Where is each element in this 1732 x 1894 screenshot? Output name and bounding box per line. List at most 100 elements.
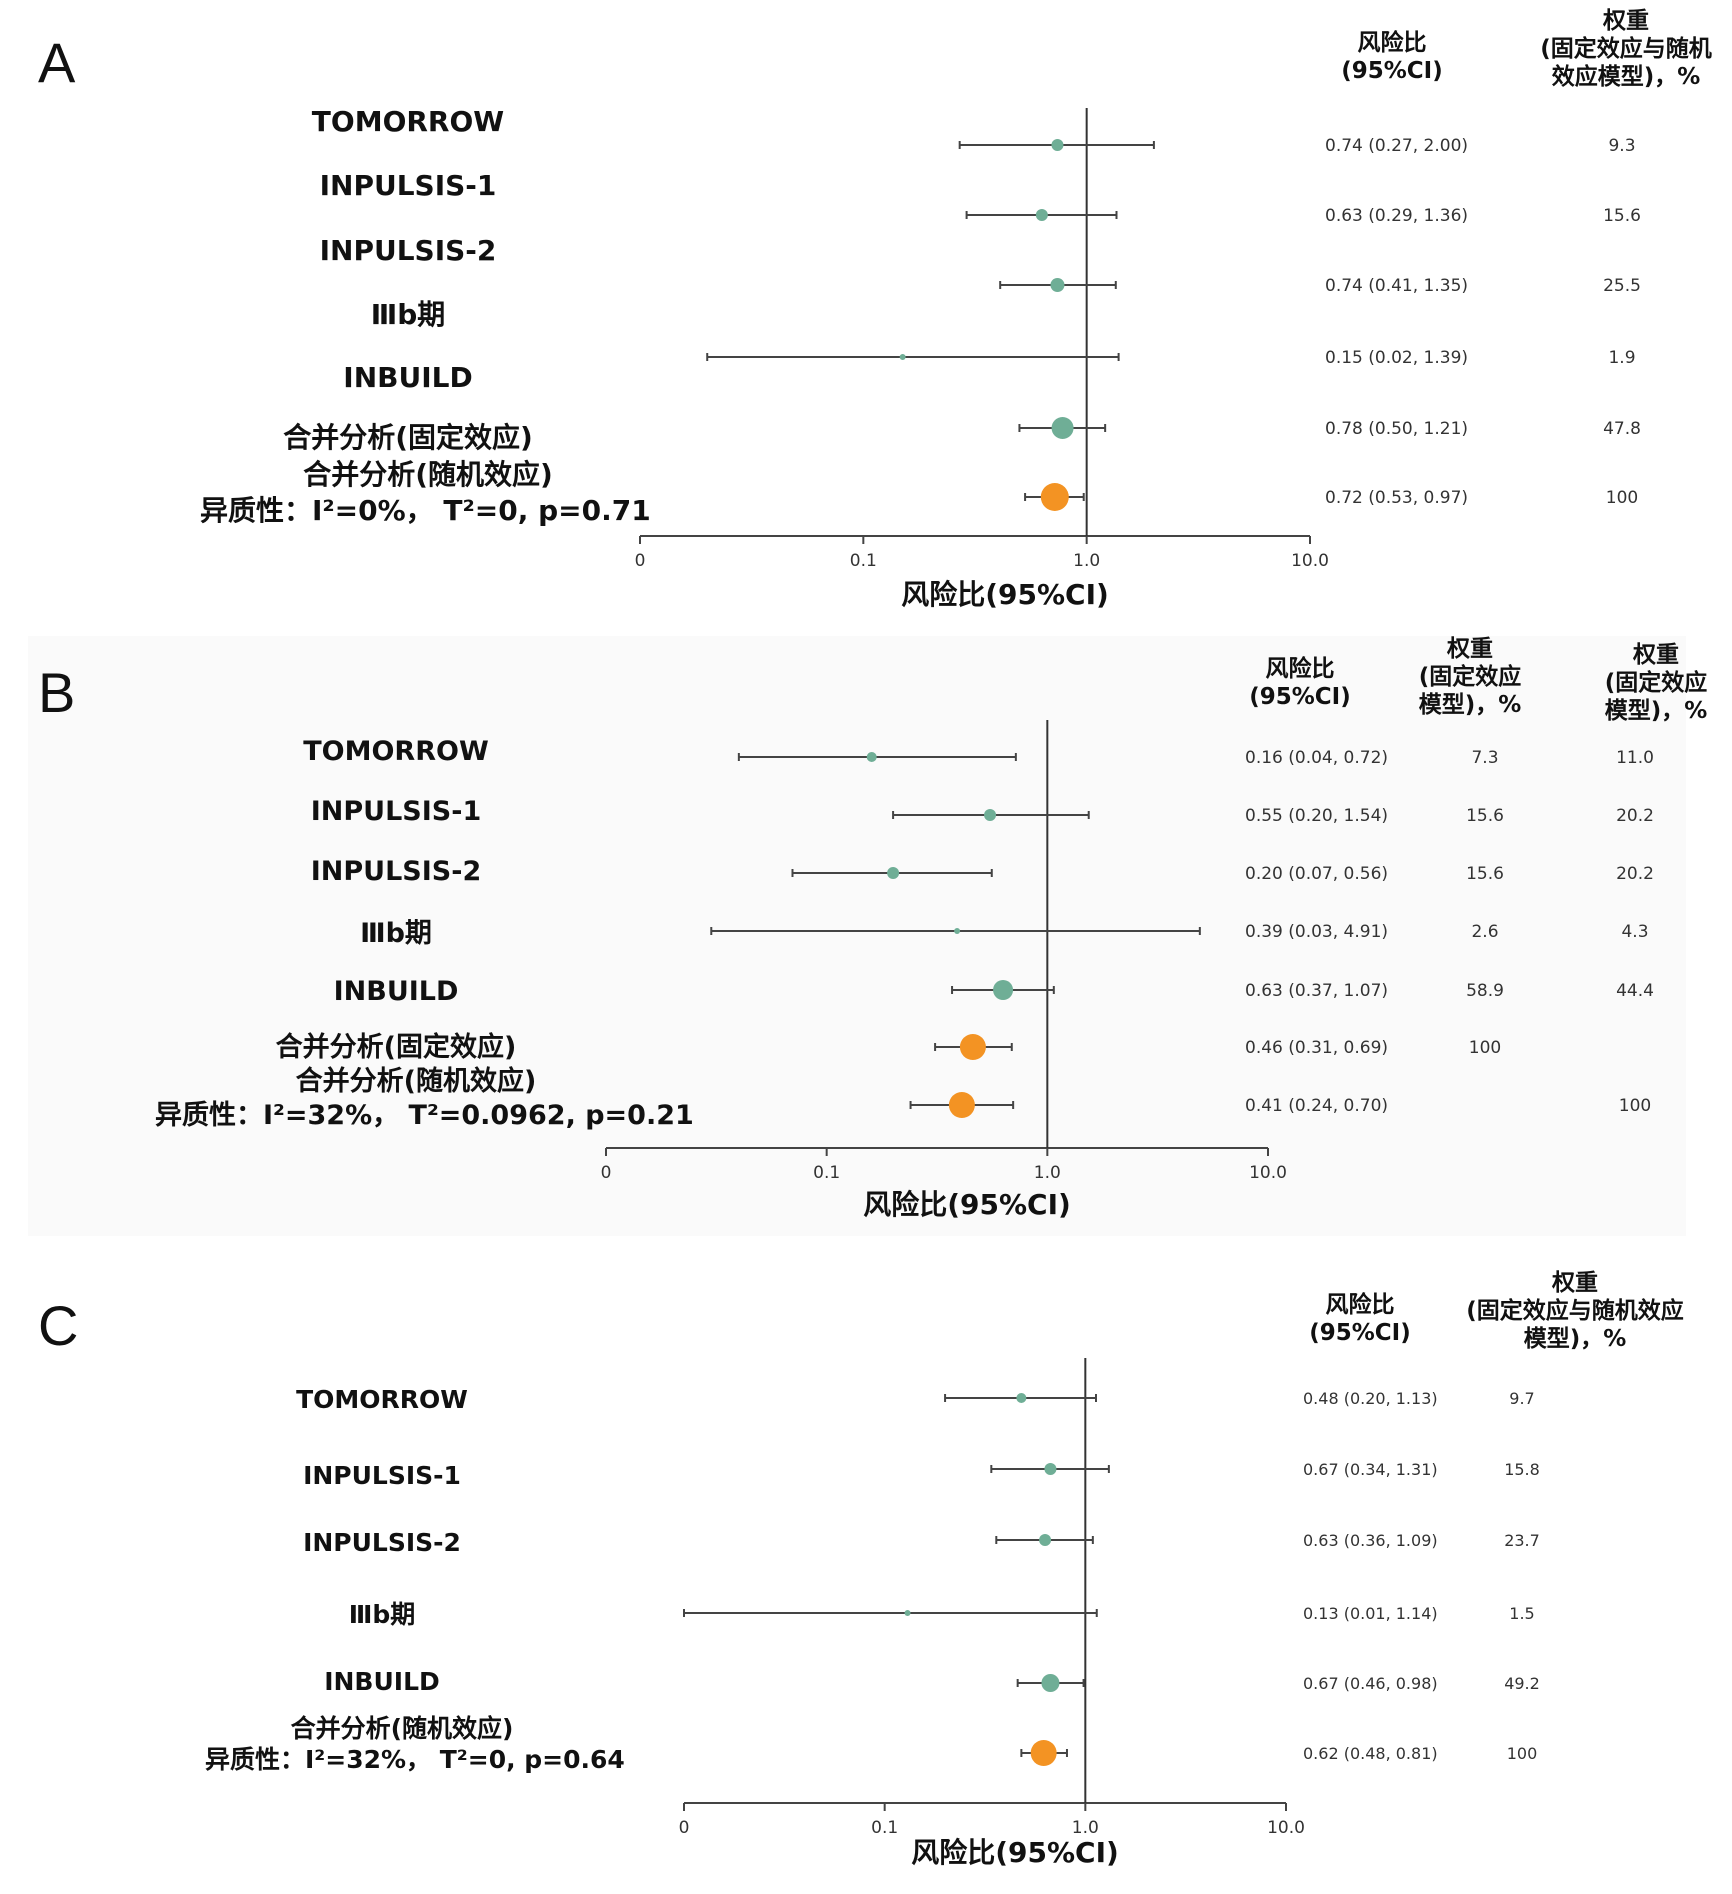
weight-value: 100 (1507, 1744, 1538, 1763)
panel-b-background (28, 636, 1686, 1236)
x-tick-label: 0 (635, 551, 646, 571)
column-header-line: (固定效应 (1605, 669, 1708, 696)
study-estimate-marker (1051, 139, 1064, 151)
column-header-line: 权重 (1632, 642, 1679, 668)
forest-row: INPULSIS-1 0.67 (0.34, 1.31) 15.8 (303, 1460, 1540, 1490)
x-tick-label: 1.0 (1072, 1818, 1099, 1838)
forest-row: TOMORROW 0.16 (0.04, 0.72) 7.3 11.0 (303, 736, 1654, 768)
study-estimate-marker (1035, 209, 1048, 221)
forest-panel-a: A0 0.1 1.0 10.0风险比(95%CI)风险比(95%CI)权重(固定效应与… (38, 8, 1712, 611)
forest-panel-b: B0 0.1 1.0 10.0风险比(95%CI)风险比(95%CI)权重(固定效应模… (38, 636, 1707, 1221)
forest-row: TOMORROW 0.48 (0.20, 1.13) 9.7 (296, 1385, 1535, 1414)
x-tick-label: 0 (679, 1818, 690, 1838)
study-estimate-marker (1051, 417, 1074, 439)
column-header-line: 权重 (1602, 8, 1649, 34)
column-header-line: 权重 (1551, 1270, 1598, 1296)
column-header-line: (固定效应 (1419, 663, 1522, 690)
hr-ci-value: 0.62 (0.48, 0.81) (1303, 1744, 1438, 1763)
weight-value: 9.7 (1509, 1389, 1534, 1408)
study-estimate-marker (899, 354, 906, 360)
forest-row: INBUILD 0.63 (0.37, 1.07) 58.9 44.4 (334, 976, 1654, 1007)
weight-value: 1.9 (1608, 348, 1635, 368)
column-header-line: 风险比 (1358, 29, 1427, 56)
forest-row: TOMORROW 0.74 (0.27, 2.00) 9.3 (312, 105, 1636, 156)
study-estimate-marker (1041, 1674, 1060, 1692)
hr-ci-value: 0.74 (0.41, 1.35) (1325, 276, 1468, 296)
panel-label: C (38, 1294, 78, 1357)
column-header: 风险比(95%CI) (1341, 29, 1443, 84)
weight-value: 15.6 (1466, 864, 1504, 884)
study-label: TOMORROW (296, 1385, 468, 1414)
hr-ci-value: 0.20 (0.07, 0.56) (1245, 864, 1388, 884)
study-label: TOMORROW (303, 736, 489, 767)
x-tick-label: 0.1 (813, 1163, 840, 1183)
pooled-random-label: 合并分析(随机效应) (296, 1065, 537, 1097)
study-label: Ⅲb期 (360, 918, 432, 949)
hr-ci-value: 0.63 (0.29, 1.36) (1325, 206, 1468, 226)
forest-row: INBUILD 0.67 (0.46, 0.98) 49.2 (324, 1667, 1540, 1696)
study-label: INPULSIS-1 (320, 169, 497, 202)
pooled-estimate-marker (1040, 483, 1069, 511)
weight-value: 1.5 (1509, 1604, 1534, 1623)
column-header-line: 权重 (1446, 636, 1493, 662)
weight-value: 11.0 (1616, 748, 1654, 768)
x-tick-label: 1.0 (1073, 551, 1100, 571)
x-tick-label: 0 (601, 1163, 612, 1183)
study-label: TOMORROW (312, 105, 504, 138)
study-label: INPULSIS-2 (311, 856, 482, 887)
study-estimate-marker (1016, 1393, 1027, 1403)
forest-row: INPULSIS-2 0.63 (0.36, 1.09) 23.7 (303, 1528, 1540, 1557)
column-header: 权重(固定效应与随机效应模型)，% (1466, 1270, 1684, 1352)
column-header: 权重(固定效应与随机效应模型)，% (1540, 8, 1712, 90)
weight-value: 25.5 (1603, 276, 1641, 296)
pooled-estimate-marker (1030, 1740, 1057, 1766)
x-tick-label: 10.0 (1291, 551, 1329, 571)
weight-value: 58.9 (1466, 981, 1504, 1001)
forest-row: Ⅲb期 0.15 (0.02, 1.39) 1.9 (371, 298, 1636, 368)
forest-row: 合并分析(固定效应) 0.72 (0.53, 0.97) 100 (283, 421, 1638, 511)
forest-row: INPULSIS-1 0.55 (0.20, 1.54) 15.6 20.2 (311, 796, 1654, 827)
study-label: INBUILD (334, 976, 459, 1007)
study-estimate-marker (866, 752, 877, 762)
study-label: INBUILD (343, 361, 472, 394)
weight-value: 49.2 (1504, 1674, 1540, 1693)
panel-label: B (38, 661, 75, 724)
weight-value: 100 (1469, 1038, 1501, 1058)
column-header-line: 模型)，% (1524, 1326, 1627, 1352)
study-label: Ⅲb期 (371, 298, 446, 331)
column-header: 权重(固定效应模型)，% (1605, 642, 1708, 724)
x-tick-label: 10.0 (1267, 1818, 1305, 1838)
hr-ci-value: 0.78 (0.50, 1.21) (1325, 419, 1468, 439)
weight-value: 20.2 (1616, 864, 1654, 884)
column-header-line: 模型)，% (1419, 692, 1522, 718)
forest-row: INPULSIS-2 0.74 (0.41, 1.35) 25.5 (320, 234, 1641, 296)
study-label: INPULSIS-2 (303, 1528, 461, 1557)
forest-row: Ⅲb期 0.13 (0.01, 1.14) 1.5 (349, 1600, 1535, 1629)
x-tick-label: 0.1 (850, 551, 877, 571)
study-estimate-marker (1044, 1463, 1057, 1475)
column-header-line: 模型)，% (1605, 698, 1708, 724)
column-header-line: (固定效应与随机 (1540, 35, 1712, 62)
weight-value: 7.3 (1471, 748, 1498, 768)
weight-value: 44.4 (1616, 981, 1654, 1001)
study-label: INPULSIS-2 (320, 234, 497, 267)
x-tick-label: 0.1 (871, 1818, 898, 1838)
hr-ci-value: 0.63 (0.37, 1.07) (1245, 981, 1388, 1001)
column-header-line: 风险比 (1266, 655, 1335, 682)
x-axis-label: 风险比(95%CI) (911, 1836, 1119, 1869)
hr-ci-value: 0.67 (0.46, 0.98) (1303, 1674, 1438, 1693)
column-header-line: 风险比 (1326, 1291, 1395, 1318)
weight-value: 15.6 (1603, 206, 1641, 226)
hr-ci-value: 0.55 (0.20, 1.54) (1245, 806, 1388, 826)
panel-label: A (38, 31, 76, 94)
hr-ci-value: 0.15 (0.02, 1.39) (1325, 348, 1468, 368)
weight-value: 20.2 (1616, 806, 1654, 826)
forest-row: 0.41 (0.24, 0.70) 100 (909, 1092, 1651, 1118)
heterogeneity-stats: 异质性：I²=32%， T²=0.0962, p=0.21 (155, 1100, 694, 1131)
study-label: 合并分析(固定效应) (276, 1031, 517, 1063)
pooled-estimate-marker (948, 1092, 975, 1118)
heterogeneity-stats: 异质性：I²=0%， T²=0, p=0.71 (200, 494, 651, 527)
study-label: INBUILD (324, 1667, 440, 1696)
hr-ci-value: 0.72 (0.53, 0.97) (1325, 488, 1468, 508)
column-header: 风险比(95%CI) (1249, 655, 1351, 710)
